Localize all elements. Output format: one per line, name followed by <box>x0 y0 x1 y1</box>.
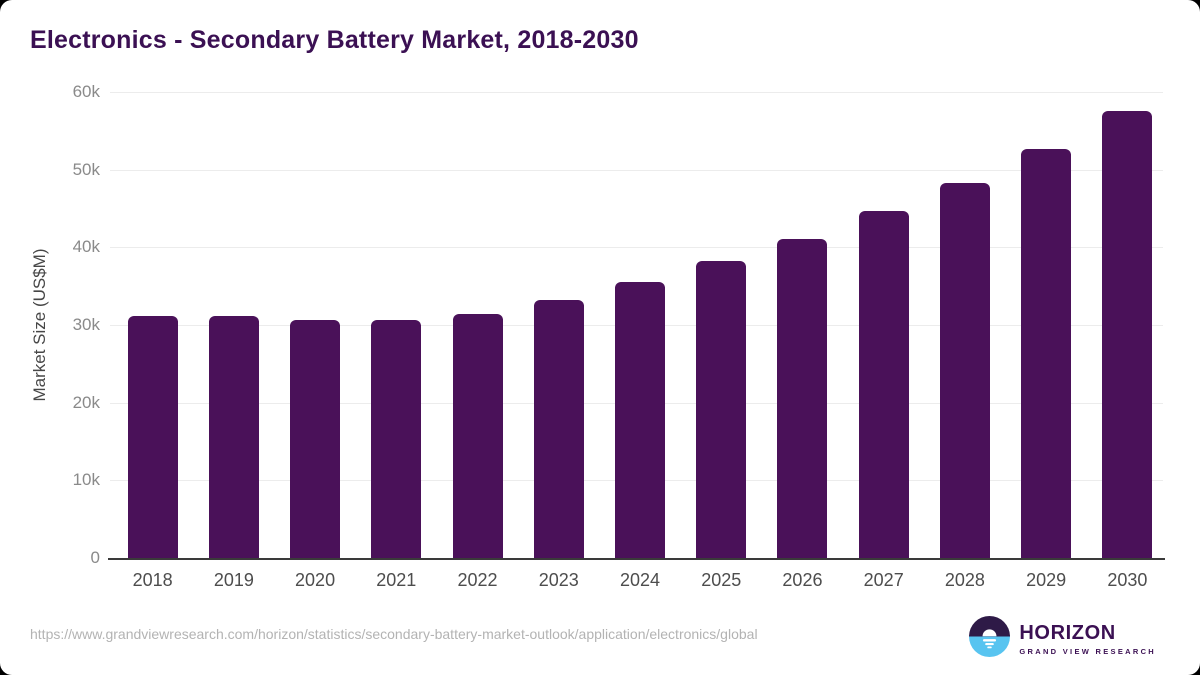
x-tick-label-2022: 2022 <box>457 570 498 590</box>
y-tick-label-0: 0 <box>90 548 100 567</box>
bar-2027[interactable] <box>858 210 909 558</box>
gridline-60k <box>110 92 1163 93</box>
y-tick-label-30k: 30k <box>72 315 100 334</box>
bar-2023[interactable] <box>533 300 584 558</box>
x-tick-label-2023: 2023 <box>538 570 579 590</box>
y-tick-label-50k: 50k <box>72 159 100 179</box>
gridline-50k <box>110 169 1163 171</box>
x-tick-label-2024: 2024 <box>619 570 661 590</box>
bar-2029[interactable] <box>1021 148 1072 558</box>
bar-2028[interactable] <box>939 182 990 558</box>
x-axis-line <box>108 558 1165 560</box>
logo-subtitle: GRAND VIEW RESEARCH <box>1019 646 1156 656</box>
bar-2018[interactable] <box>127 316 178 558</box>
gridline-40k <box>110 247 1163 249</box>
bar-2019[interactable] <box>208 316 259 558</box>
x-tick-label-2019: 2019 <box>213 570 254 590</box>
source-url[interactable]: https://www.grandviewresearch.com/horizo… <box>30 626 758 642</box>
y-tick-label-10k: 10k <box>72 470 100 490</box>
x-tick-label-2026: 2026 <box>782 570 823 590</box>
y-tick-label-40k: 40k <box>72 237 100 257</box>
x-tick-label-2027: 2027 <box>863 570 904 590</box>
x-tick-label-2030: 2030 <box>1107 570 1148 590</box>
y-tick-label-60k: 60k <box>72 82 100 101</box>
horizon-sun-icon <box>969 616 1011 662</box>
horizon-logo[interactable]: HORIZON GRAND VIEW RESEARCH <box>969 616 1156 662</box>
logo-text: HORIZON GRAND VIEW RESEARCH <box>1019 623 1156 656</box>
chart-title: Electronics - Secondary Battery Market, … <box>30 26 639 54</box>
x-tick-label-2029: 2029 <box>1026 570 1067 590</box>
bar-2025[interactable] <box>696 261 747 558</box>
bar-2030[interactable] <box>1102 111 1153 558</box>
x-tick-label-2028: 2028 <box>944 570 985 590</box>
x-tick-label-2025: 2025 <box>701 570 742 590</box>
bar-2026[interactable] <box>777 238 828 558</box>
y-tick-label-20k: 20k <box>72 392 100 412</box>
bar-2021[interactable] <box>371 319 422 558</box>
bar-2024[interactable] <box>615 281 665 558</box>
bar-2020[interactable] <box>290 320 341 558</box>
x-tick-label-2018: 2018 <box>132 570 173 590</box>
bar-2022[interactable] <box>452 314 503 558</box>
logo-name: HORIZON <box>1019 621 1116 644</box>
x-tick-label-2020: 2020 <box>295 570 336 590</box>
x-tick-label-2021: 2021 <box>376 570 417 590</box>
